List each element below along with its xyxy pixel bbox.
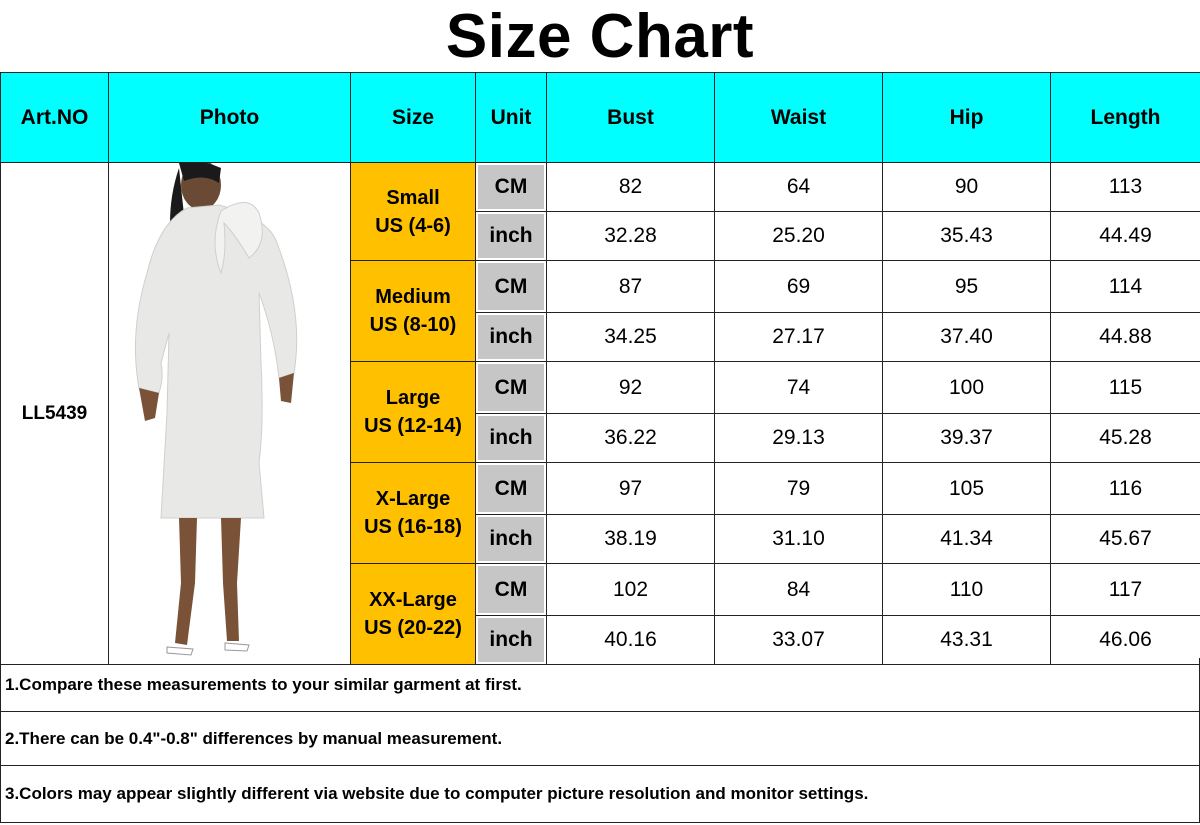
length-value: 45.28	[1050, 413, 1200, 463]
table-row: Medium US (8-10) CM 87 69 95 114	[1, 260, 1200, 362]
length-value: 46.06	[1050, 615, 1200, 665]
hip-value: 100	[882, 361, 1051, 414]
header-artno: Art.NO	[0, 72, 109, 163]
art-number: LL5439	[0, 162, 109, 665]
unit-cell: CM	[475, 162, 547, 212]
length-value: 115	[1050, 361, 1200, 414]
bust-value: 40.16	[546, 615, 715, 665]
length-value: 113	[1050, 162, 1200, 212]
table-row: XX-Large US (20-22) CM 102 84 110 117	[1, 563, 1200, 665]
size-us: US (4-6)	[375, 214, 451, 237]
waist-value: 84	[714, 563, 883, 616]
header-waist: Waist	[714, 72, 883, 163]
header-hip: Hip	[882, 72, 1051, 163]
size-us: US (8-10)	[369, 314, 457, 336]
waist-value: 29.13	[714, 413, 883, 463]
length-value: 114	[1050, 260, 1200, 313]
header-size: Size	[350, 72, 476, 163]
size-name: Small	[386, 186, 440, 209]
size-label: XX-Large US (20-22)	[350, 563, 476, 665]
hip-value: 43.31	[882, 615, 1051, 665]
length-value: 116	[1050, 462, 1200, 515]
hip-value: 105	[882, 462, 1051, 515]
table-row: inch 40.16 33.07 43.31 46.06	[1, 615, 1200, 665]
size-name: X-Large	[375, 488, 451, 510]
size-name: Medium	[375, 286, 451, 308]
bust-value: 97	[546, 462, 715, 515]
length-value: 44.88	[1050, 312, 1200, 362]
waist-value: 27.17	[714, 312, 883, 362]
bust-value: 82	[546, 162, 715, 212]
table-row: inch 38.19 31.10 41.34 45.67	[1, 514, 1200, 564]
unit-cell: inch	[475, 514, 547, 564]
bust-value: 92	[546, 361, 715, 414]
size-us: US (16-18)	[364, 516, 462, 538]
note-2: 2.There can be 0.4"-0.8" differences by …	[0, 712, 1200, 766]
size-us: US (20-22)	[364, 617, 462, 639]
hip-value: 110	[882, 563, 1051, 616]
hip-value: 39.37	[882, 413, 1051, 463]
unit-cell: CM	[475, 462, 547, 515]
unit-cell: inch	[475, 413, 547, 463]
header-length: Length	[1050, 72, 1200, 163]
length-value: 44.49	[1050, 211, 1200, 261]
size-label: Small US (4-6)	[350, 162, 476, 261]
header-row: Art.NO Photo Size Unit Bust Waist Hip Length	[0, 72, 1200, 163]
hip-value: 35.43	[882, 211, 1051, 261]
size-us: US (12-14)	[364, 415, 462, 437]
bust-value: 32.28	[546, 211, 715, 261]
product-photo	[108, 162, 351, 665]
header-bust: Bust	[546, 72, 715, 163]
unit-cell: CM	[475, 361, 547, 414]
size-table: Art.NO Photo Size Unit Bust Waist Hip Length LL…	[0, 72, 1200, 665]
length-value: 117	[1050, 563, 1200, 616]
unit-cell: inch	[475, 312, 547, 362]
length-value: 45.67	[1050, 514, 1200, 564]
table-row: inch 34.25 27.17 37.40 44.88	[1, 312, 1200, 362]
notes: 1.Compare these measurements to your sim…	[0, 658, 1200, 823]
page-title: Size Chart	[445, 1, 755, 71]
table-row: LL5439 Small US (4-6) CM 82 64 90 113	[0, 162, 1200, 665]
unit-cell: CM	[475, 260, 547, 313]
bust-value: 36.22	[546, 413, 715, 463]
waist-value: 69	[714, 260, 883, 313]
bust-value: 102	[546, 563, 715, 616]
waist-value: 33.07	[714, 615, 883, 665]
hip-value: 95	[882, 260, 1051, 313]
hip-value: 41.34	[882, 514, 1051, 564]
unit-cell: inch	[475, 211, 547, 261]
waist-value: 74	[714, 361, 883, 414]
size-label: Medium US (8-10)	[350, 260, 476, 362]
note-3: 3.Colors may appear slightly different v…	[0, 766, 1200, 823]
unit-cell: CM	[475, 563, 547, 616]
size-name: Large	[385, 387, 441, 409]
hip-value: 90	[882, 162, 1051, 212]
size-label: Large US (12-14)	[350, 361, 476, 463]
bust-value: 34.25	[546, 312, 715, 362]
header-unit: Unit	[475, 72, 547, 163]
waist-value: 79	[714, 462, 883, 515]
waist-value: 25.20	[714, 211, 883, 261]
header-photo: Photo	[108, 72, 351, 163]
size-name: XX-Large	[369, 589, 457, 611]
waist-value: 64	[714, 162, 883, 212]
hip-value: 37.40	[882, 312, 1051, 362]
unit-cell: inch	[475, 615, 547, 665]
table-row: inch 32.28 25.20 35.43 44.49	[1, 211, 1200, 261]
waist-value: 31.10	[714, 514, 883, 564]
size-label: X-Large US (16-18)	[350, 462, 476, 564]
note-1: 1.Compare these measurements to your sim…	[0, 658, 1200, 712]
woman-white-dress-photo	[134, 163, 298, 656]
bust-value: 38.19	[546, 514, 715, 564]
bust-value: 87	[546, 260, 715, 313]
